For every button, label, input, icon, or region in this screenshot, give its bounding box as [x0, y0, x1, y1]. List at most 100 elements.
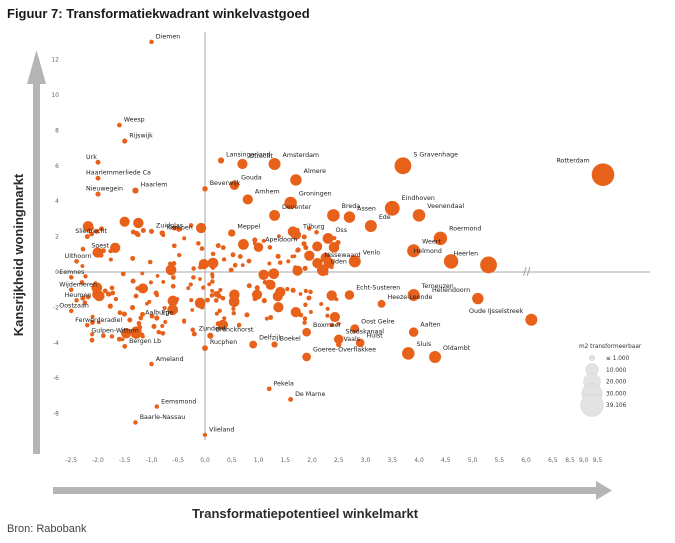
data-point-small [232, 262, 238, 268]
data-point-small [240, 263, 245, 268]
data-point-small [147, 259, 153, 265]
data-point-small [308, 310, 313, 315]
point-label: Haarlem [141, 181, 168, 188]
data-point-small [110, 290, 116, 296]
data-point-small [275, 286, 286, 298]
x-tick-label: 1,0 [254, 457, 264, 464]
data-point-small [107, 303, 113, 309]
data-point-small [109, 285, 115, 291]
data-point-small [89, 337, 95, 343]
data-point [249, 340, 258, 349]
data-point-small [176, 227, 182, 232]
point-label: Uden [330, 259, 346, 266]
point-label: Almere [304, 168, 327, 175]
x-tick-label: 4,0 [414, 457, 424, 464]
data-point-small [275, 253, 281, 259]
data-point-small [190, 308, 195, 312]
data-point-small [140, 311, 145, 317]
x-tick-label: 8,5 [565, 457, 575, 464]
data-point-small [121, 311, 127, 317]
data-point-small [149, 313, 155, 319]
data-point-small [160, 330, 166, 336]
data-point-small [194, 297, 206, 309]
data-point-small [198, 277, 202, 281]
data-point-small [156, 329, 162, 335]
data-point-small [89, 225, 94, 231]
data-point [138, 315, 144, 321]
x-tick-label: 2,5 [334, 457, 344, 464]
point-labels: Diemen Weesp Rijswijk Urk LansingerlandUtrec… [59, 34, 589, 434]
data-point [288, 396, 294, 402]
data-point-small [171, 261, 177, 266]
x-tick-label: 9,5 [593, 457, 603, 464]
point-label: Eindhoven [402, 195, 435, 202]
point-label: Aalburg [145, 310, 169, 317]
data-point [237, 158, 248, 170]
data-point [591, 163, 615, 186]
data-point-small [252, 296, 258, 302]
data-point [348, 255, 361, 268]
point-label: Pekela [274, 380, 294, 387]
data-point-small [151, 323, 157, 329]
data-point [407, 289, 420, 302]
point-label: Eemnes [59, 269, 84, 276]
point-label: Assen [357, 205, 376, 212]
point-label: Boxmeer [313, 322, 342, 329]
data-point-small [261, 238, 266, 243]
data-point-small [172, 225, 178, 231]
y-arrow-shaft [33, 82, 40, 454]
point-label: Gulpen-Wittem [91, 327, 138, 334]
data-point-small [325, 313, 330, 318]
point-label: Eemsmond [161, 398, 196, 405]
data-point [316, 264, 329, 276]
data-point-small [199, 246, 205, 251]
point-label: Weesp [124, 117, 145, 124]
point-label: Utrecht [250, 153, 274, 160]
data-point [149, 39, 154, 45]
data-point [302, 352, 312, 362]
data-point-small [135, 286, 140, 291]
data-point-small [325, 306, 330, 311]
data-point [95, 175, 101, 181]
data-point-small [295, 247, 301, 253]
data-point [122, 343, 128, 349]
data-point [290, 174, 302, 186]
y-tick-label: -4 [53, 340, 59, 347]
data-point-small [130, 229, 136, 235]
data-point-small [140, 227, 146, 234]
y-tick-label: 2 [55, 234, 59, 241]
point-label: Hellendoorn [432, 287, 470, 294]
x-tick-label: 3,5 [387, 457, 397, 464]
data-point [344, 290, 355, 300]
data-point-small [290, 254, 295, 259]
data-point [154, 315, 160, 321]
data-point-small [277, 234, 281, 239]
data-point [202, 186, 208, 192]
source-note: Bron: Rabobank [7, 523, 87, 535]
data-point-small [188, 223, 194, 228]
data-point-small [217, 308, 222, 313]
point-label: Arnhem [255, 188, 280, 195]
data-point-small [214, 311, 219, 316]
data-point [364, 219, 377, 232]
data-point-small [319, 301, 324, 307]
data-point-small [301, 234, 307, 240]
data-point [284, 196, 297, 210]
data-point-small [216, 293, 222, 299]
data-point [100, 248, 106, 254]
point-label: Rijswijk [129, 132, 153, 139]
data-point-small [155, 273, 160, 278]
point-label: Ameland [156, 356, 184, 363]
data-point-small [265, 279, 276, 290]
x-tick-label: 9,0 [579, 457, 589, 464]
point-label: Venlo [363, 249, 380, 256]
x-tick-label: 6,5 [548, 457, 558, 464]
y-tick-label: 12 [51, 57, 59, 64]
scatter-chart: // -2,5 -2,0 -1,5 -1,0 -0,5 0,0 0,5 1,0 1,5 2,0 2,… [11, 32, 650, 520]
data-point-small [254, 285, 260, 291]
data-point-small [210, 275, 215, 279]
point-label: Ferwerderadiel [75, 317, 122, 324]
point-label: Apeldoorn [265, 236, 297, 243]
data-point-small [162, 305, 167, 311]
data-point-small [94, 290, 105, 302]
